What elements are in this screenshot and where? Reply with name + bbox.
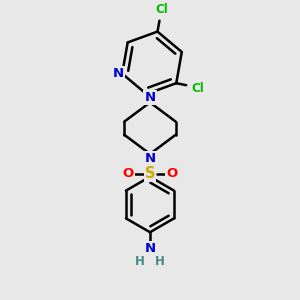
Text: N: N — [144, 152, 156, 165]
Text: H: H — [135, 256, 145, 268]
Text: O: O — [123, 167, 134, 180]
Text: S: S — [145, 166, 155, 181]
Text: N: N — [113, 67, 124, 80]
Text: N: N — [144, 242, 156, 255]
Text: Cl: Cl — [192, 82, 204, 94]
Text: H: H — [155, 256, 165, 268]
Text: Cl: Cl — [155, 3, 168, 16]
Text: O: O — [166, 167, 177, 180]
Text: N: N — [144, 91, 156, 104]
